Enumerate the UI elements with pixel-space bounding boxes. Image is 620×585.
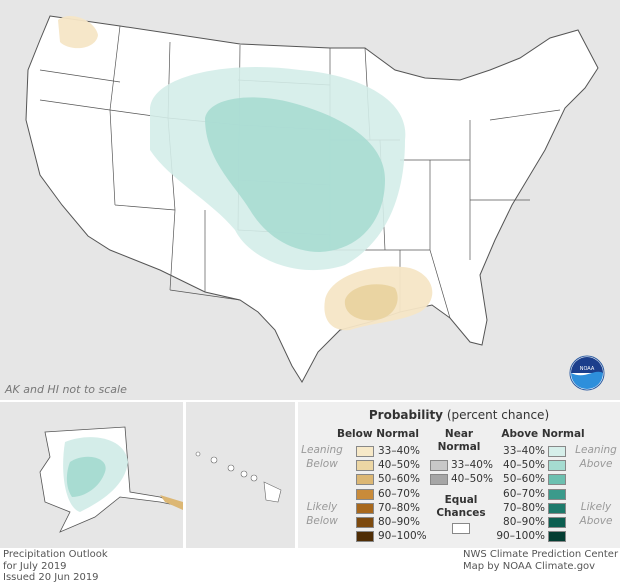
above-swatch: [548, 502, 566, 514]
above-label: 80–90%: [503, 516, 545, 528]
below-swatch: [356, 517, 374, 528]
outlook-info: Precipitation Outlook for July 2019 Issu…: [3, 549, 108, 584]
legend-title-bold: Probability: [368, 408, 444, 422]
near-swatch: [430, 460, 448, 471]
below-swatch: [356, 531, 374, 543]
conus-map-svg: NOAA: [25, 15, 605, 391]
below-swatch: [356, 488, 374, 500]
above-label: 90–100%: [496, 530, 545, 543]
noaa-logo-text: NOAA: [580, 366, 595, 372]
above-swatch: [548, 460, 566, 472]
below-swatch: [356, 474, 374, 486]
above-label: 60–70%: [503, 487, 545, 500]
below-label: 90–100%: [378, 530, 427, 543]
legend: Probability (percent chance) Below Norma…: [298, 402, 620, 548]
wa-below-33-40: [58, 15, 98, 49]
above-normal-40-50: [205, 97, 385, 252]
outlook-issue-date: Issued 20 Jun 2019: [3, 572, 99, 583]
equal-chances-heading: Equal Chances: [436, 494, 486, 519]
leaning-above-label: Leaning Above: [575, 444, 617, 470]
outlook-period: for July 2019: [3, 560, 67, 572]
hawaii-islands: [195, 451, 282, 503]
above-swatch: [548, 488, 566, 500]
hawaii-map-svg: [195, 451, 282, 503]
above-swatch: [548, 531, 566, 543]
conus-map: NOAA: [0, 0, 620, 400]
near-swatch: [430, 474, 448, 486]
alaska-panhandle-below: [160, 495, 183, 510]
above-label: 50–60%: [503, 473, 545, 486]
outlook-title: Precipitation Outlook: [3, 549, 108, 560]
credit-climate-gov: Map by NOAA Climate.gov: [463, 560, 596, 572]
below-swatch: [356, 502, 374, 514]
above-swatch: [548, 474, 566, 486]
below-label: 80–90%: [378, 516, 420, 528]
credits: NWS Climate Prediction Center Map by NOA…: [463, 549, 618, 572]
hawaii-inset: [186, 402, 295, 548]
alaska-map-svg: [39, 426, 186, 533]
above-label: 70–80%: [503, 501, 545, 514]
near-label: 40–50%: [451, 473, 493, 486]
near-normal-heading: Near Normal: [437, 428, 481, 453]
below-swatch: [356, 460, 374, 472]
below-normal-heading: Below Normal: [336, 428, 420, 440]
below-swatch: [356, 446, 374, 457]
alaska-inset: [0, 402, 186, 548]
likely-above-label: Likely Above: [579, 501, 613, 527]
equal-chances-swatch: [452, 523, 470, 534]
scale-note: AK and HI not to scale: [5, 383, 127, 396]
above-normal-heading: Above Normal: [501, 428, 585, 440]
below-label: 50–60%: [378, 473, 420, 486]
below-label: 33–40%: [378, 445, 420, 457]
near-label: 33–40%: [451, 459, 493, 471]
above-label: 40–50%: [503, 459, 545, 472]
below-label: 70–80%: [378, 501, 420, 514]
below-label: 60–70%: [378, 487, 420, 500]
noaa-logo: NOAA: [569, 355, 605, 391]
credit-cpc: NWS Climate Prediction Center: [463, 549, 619, 560]
alaska-above-40-50: [66, 456, 106, 497]
legend-title-rest: (percent chance): [446, 408, 550, 422]
leaning-below-label: Leaning Below: [301, 444, 343, 470]
below-label: 40–50%: [378, 459, 420, 472]
above-swatch: [548, 446, 566, 457]
above-label: 33–40%: [503, 445, 545, 457]
below-normal-40-50: [344, 284, 398, 321]
legend-title: Probability (percent chance): [298, 408, 620, 422]
likely-below-label: Likely Below: [306, 501, 338, 527]
above-swatch: [548, 517, 566, 528]
